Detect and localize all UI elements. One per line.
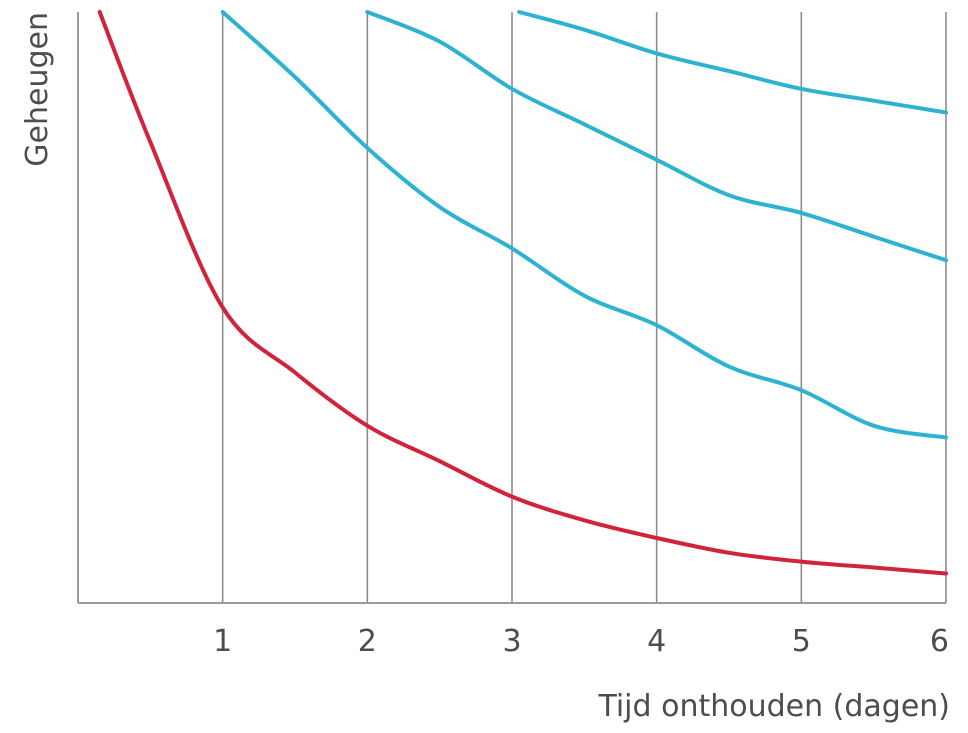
review-curve-3: [517, 10, 948, 115]
series-layer: [97, 10, 948, 576]
x-tick-label: 2: [358, 624, 377, 659]
x-axis-label: Tijd onthouden (dagen): [597, 689, 950, 724]
forgetting-curve-red: [97, 10, 948, 576]
x-tick-label: 4: [647, 624, 666, 659]
review-curve-2: [365, 10, 948, 263]
review-curve-1: [220, 10, 948, 440]
x-tick-label: 5: [792, 624, 811, 659]
x-tick-label: 6: [930, 624, 949, 659]
y-axis-label: Geheugen: [20, 12, 55, 167]
x-tick-labels: 1 2 3 4 5 6: [213, 624, 949, 659]
gridlines: [221, 12, 947, 603]
x-tick-label: 3: [502, 624, 521, 659]
x-tick-label: 1: [213, 624, 232, 659]
